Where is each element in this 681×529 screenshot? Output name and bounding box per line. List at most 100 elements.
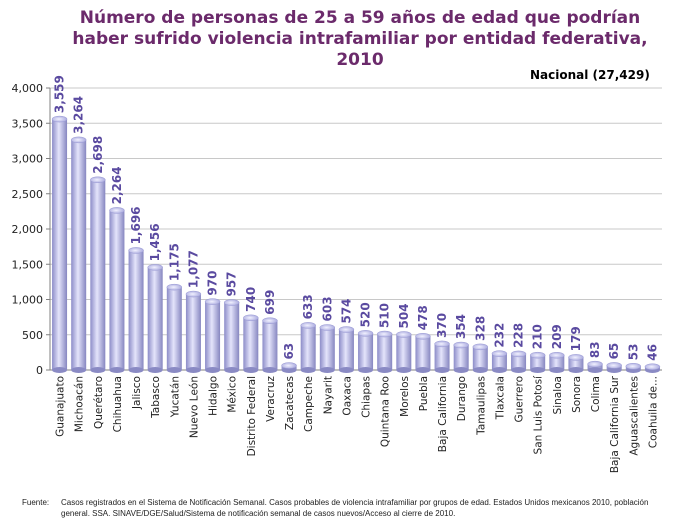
bar-21 <box>453 341 469 373</box>
bar-29 <box>606 362 622 373</box>
source-label: Fuente: <box>22 498 50 507</box>
value-label-5: 1,456 <box>148 223 162 261</box>
bar-11 <box>262 317 278 373</box>
category-label-30: Aguascalientes <box>628 376 640 456</box>
value-label-6: 1,175 <box>167 243 181 281</box>
bar-16 <box>357 330 374 373</box>
category-label-20: Baja California <box>437 376 449 452</box>
category-label-24: Guerrero <box>514 376 526 422</box>
x-axis-labels-layer: Guanajuato Michoacán Querétaro Chihuahua Jal… <box>55 375 660 473</box>
category-label-21: Durango <box>456 376 468 421</box>
bar-28 <box>587 360 603 373</box>
bar-25 <box>529 351 546 373</box>
category-label-2: Querétaro <box>93 376 105 429</box>
bar-4 <box>128 247 144 373</box>
bar-23 <box>491 350 508 373</box>
y-tick-label: 2,000 <box>12 223 44 236</box>
category-label-4: Jalisco <box>131 376 143 410</box>
category-label-13: Campeche <box>303 376 315 432</box>
value-label-19: 478 <box>416 305 430 330</box>
bar-5 <box>147 264 163 373</box>
category-label-22: Tamaulipas <box>475 376 487 436</box>
chart-title: Número de personas de 25 a 59 años de ed… <box>72 8 648 70</box>
bar-7 <box>185 290 202 373</box>
category-label-7: Nuevo León <box>188 376 200 438</box>
value-label-12: 63 <box>282 343 296 360</box>
category-label-9: México <box>227 376 239 413</box>
bar-20 <box>434 340 450 373</box>
value-label-31: 46 <box>645 344 659 361</box>
y-tick-label: 3,000 <box>12 153 44 166</box>
category-label-11: Veracruz <box>265 376 277 422</box>
source-text: Casos registrados en el Sistema de Notif… <box>61 498 649 518</box>
value-label-25: 210 <box>531 324 545 349</box>
bar-30 <box>625 363 642 373</box>
value-labels-layer: 3,559 3,264 2,698 2,264 1,696 1,456 1,175 1,077… <box>53 75 660 361</box>
y-tick-label: 1,500 <box>12 258 44 271</box>
bar-8 <box>204 298 221 373</box>
y-tick-label: 1,000 <box>12 294 44 307</box>
value-label-8: 970 <box>206 271 220 296</box>
value-label-22: 328 <box>473 316 487 341</box>
category-label-15: Oaxaca <box>341 376 353 416</box>
bar-22 <box>472 343 489 373</box>
value-label-16: 520 <box>359 302 373 327</box>
category-label-8: Hidalgo <box>208 376 220 416</box>
category-label-18: Morelos <box>399 376 411 417</box>
bar-2 <box>90 176 106 373</box>
category-label-29: Baja California Sur <box>609 375 621 473</box>
bar-0 <box>51 115 68 373</box>
value-label-2: 2,698 <box>91 136 105 174</box>
value-label-0: 3,559 <box>53 75 67 113</box>
value-label-20: 370 <box>435 313 449 338</box>
national-total-label: Nacional (27,429) <box>530 68 650 82</box>
value-label-1: 3,264 <box>72 96 86 134</box>
bar-31 <box>644 363 661 373</box>
bar-24 <box>510 350 527 373</box>
y-tick-label: 0 <box>36 364 43 377</box>
y-tick-label: 4,000 <box>12 82 44 95</box>
value-label-7: 1,077 <box>186 250 200 288</box>
category-label-0: Guanajuato <box>55 376 67 437</box>
category-label-14: Nayarit <box>322 376 334 414</box>
category-label-12: Zacatecas <box>284 376 296 430</box>
bar-9 <box>223 299 240 373</box>
y-tick-label: 2,500 <box>12 188 44 201</box>
bar-15 <box>338 326 355 373</box>
value-label-29: 65 <box>607 343 621 360</box>
value-label-11: 699 <box>263 290 277 315</box>
value-label-30: 53 <box>626 344 640 361</box>
value-label-13: 633 <box>301 294 315 319</box>
category-label-5: Tabasco <box>150 376 162 419</box>
category-label-6: Yucatán <box>169 376 181 418</box>
category-label-3: Chihuahua <box>112 376 124 432</box>
bar-12 <box>281 362 297 373</box>
category-label-26: Sinaloa <box>552 376 564 414</box>
value-label-26: 209 <box>550 324 564 349</box>
bar-14 <box>319 324 336 373</box>
bar-1 <box>70 136 87 373</box>
value-label-10: 740 <box>244 287 258 312</box>
category-label-16: Chiapas <box>361 376 373 418</box>
category-label-23: Tlaxcala <box>494 376 506 420</box>
value-label-17: 510 <box>378 303 392 328</box>
bars-layer <box>51 115 661 373</box>
bar-13 <box>300 322 316 373</box>
category-label-17: Quintana Roo <box>380 376 392 447</box>
bar-18 <box>396 331 412 373</box>
grid-layer <box>50 87 662 371</box>
y-tick-label: 3,500 <box>12 117 44 130</box>
value-label-24: 228 <box>512 323 526 348</box>
category-label-28: Colima <box>590 376 602 412</box>
bar-chart: 05001,0001,5002,0002,5003,0003,5004,000 … <box>12 75 662 473</box>
bar-6 <box>166 283 183 373</box>
category-label-27: Sonora <box>571 376 583 413</box>
category-label-31: Coahuila de... <box>647 376 659 448</box>
bar-26 <box>549 352 565 373</box>
bar-19 <box>415 333 431 373</box>
value-label-28: 83 <box>588 341 602 358</box>
value-label-4: 1,696 <box>129 206 143 244</box>
bar-27 <box>568 354 584 373</box>
y-tick-label: 500 <box>22 329 43 342</box>
category-label-19: Puebla <box>418 376 430 411</box>
